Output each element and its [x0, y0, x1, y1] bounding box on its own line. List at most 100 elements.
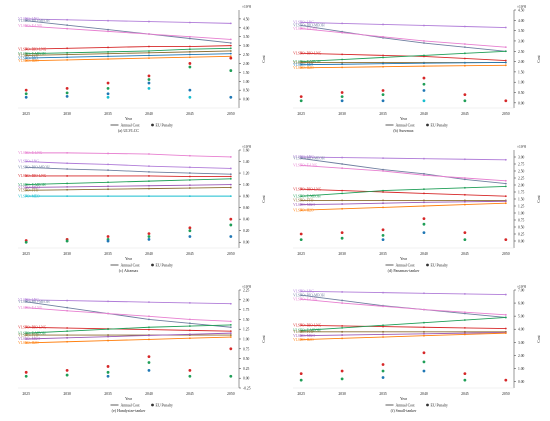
- series-point: [148, 326, 150, 329]
- penalty-marker: [106, 87, 110, 90]
- series-point: [148, 301, 150, 304]
- series-point: [300, 290, 303, 293]
- series-point: [25, 160, 28, 163]
- series-point: [300, 195, 303, 198]
- y-tick-label: 2.00: [518, 184, 524, 188]
- penalty-marker: [106, 92, 110, 96]
- series-point: [341, 22, 344, 25]
- series-point: [66, 336, 69, 339]
- y-tick-label: 2.50: [518, 50, 524, 54]
- series-label: VLSFO+BIO-MEOH: [293, 293, 325, 297]
- series-point: [300, 24, 303, 27]
- series-line: [26, 53, 231, 59]
- penalty-marker: [106, 239, 110, 243]
- y-axis-label: Cost: [261, 194, 266, 202]
- series-point: [423, 330, 425, 333]
- series-point: [300, 298, 303, 301]
- penalty-marker: [299, 372, 303, 376]
- penalty-marker: [299, 378, 303, 382]
- penalty-marker: [463, 372, 467, 376]
- y-unit-label: ×10^8: [517, 5, 526, 9]
- series-label: VLSFO+FTO: [18, 333, 39, 337]
- series-point: [66, 195, 69, 198]
- y-tick-label: 1.75: [243, 308, 249, 312]
- series-label: VLSFO+BIO-LNG: [293, 323, 322, 327]
- series-point: [66, 56, 69, 59]
- penalty-marker: [229, 56, 233, 60]
- penalty-marker: [188, 374, 192, 378]
- series-point: [25, 18, 28, 20]
- penalty-marker: [340, 231, 344, 235]
- series-line: [26, 307, 231, 322]
- series-point: [463, 326, 466, 329]
- series-point: [463, 332, 466, 335]
- penalty-marker: [229, 347, 233, 351]
- series-point: [107, 55, 109, 58]
- series-point: [25, 195, 28, 198]
- series-point: [25, 175, 28, 177]
- series-label: VLSFO+FTO: [18, 54, 39, 58]
- series-label: VLSFO+H2O: [18, 59, 39, 63]
- series-point: [423, 40, 425, 42]
- series-point: [188, 175, 191, 178]
- series-point: [148, 175, 150, 177]
- series-point: [300, 21, 303, 24]
- series-point: [188, 35, 191, 38]
- x-tick-label: 2045: [461, 112, 469, 116]
- series-label: VLSFO+E-LNG: [293, 297, 318, 301]
- y-tick-label: 1.00: [518, 367, 524, 371]
- x-tick-label: 2030: [338, 252, 346, 256]
- y-tick-label: 0.00: [243, 98, 249, 102]
- series-point: [188, 154, 191, 157]
- series-line: [301, 28, 506, 48]
- series-point: [382, 35, 384, 38]
- penalty-marker: [340, 91, 344, 94]
- series-line: [26, 184, 231, 188]
- y-tick-label: 0.25: [518, 233, 524, 237]
- series-label: VLSFO+H2O: [293, 208, 314, 212]
- series-point: [107, 19, 109, 22]
- y-tick-label: 2.00: [243, 298, 249, 302]
- series-point: [504, 46, 507, 49]
- series-point: [66, 24, 69, 27]
- y-tick-label: 2.25: [243, 289, 249, 293]
- penalty-marker: [65, 239, 69, 243]
- x-axis-label: Year: [400, 257, 408, 261]
- y-tick-label: 0.00: [518, 101, 524, 105]
- series-point: [148, 51, 150, 54]
- series-point: [423, 174, 425, 177]
- legend-entry: EU Penalty: [431, 123, 449, 127]
- series-point: [229, 175, 232, 178]
- x-tick-label: 2050: [227, 392, 235, 396]
- series-point: [300, 61, 303, 64]
- series-line: [301, 332, 506, 337]
- series-point: [423, 332, 425, 335]
- x-tick-label: 2040: [145, 252, 153, 256]
- y-tick-label: 3.50: [243, 35, 249, 39]
- y-tick-label: 1.00: [243, 80, 249, 84]
- series-line: [301, 157, 506, 185]
- series-point: [341, 63, 344, 66]
- y-tick-label: 1.50: [243, 71, 249, 75]
- y-tick-label: 0.80: [243, 195, 249, 199]
- series-point: [148, 54, 150, 57]
- series-point: [423, 62, 425, 65]
- y-tick-label: -0.25: [243, 387, 251, 391]
- series-point: [341, 207, 344, 210]
- series-point: [66, 47, 69, 50]
- series-point: [107, 334, 109, 336]
- series-point: [107, 328, 109, 331]
- series-label: VLSFO+BIO-LNG: [293, 52, 322, 56]
- penalty-marker: [65, 368, 69, 372]
- series-point: [188, 166, 191, 169]
- series-label: VLSFO+H2O: [18, 341, 39, 345]
- series-point: [382, 23, 384, 26]
- series-point: [188, 179, 191, 181]
- series-label: VLSFO+MGO: [18, 337, 40, 341]
- series-label: VLSFO+LNG: [18, 17, 39, 21]
- series-point: [341, 31, 344, 34]
- series-point: [107, 169, 109, 172]
- series-point: [148, 195, 150, 198]
- series-point: [504, 195, 507, 198]
